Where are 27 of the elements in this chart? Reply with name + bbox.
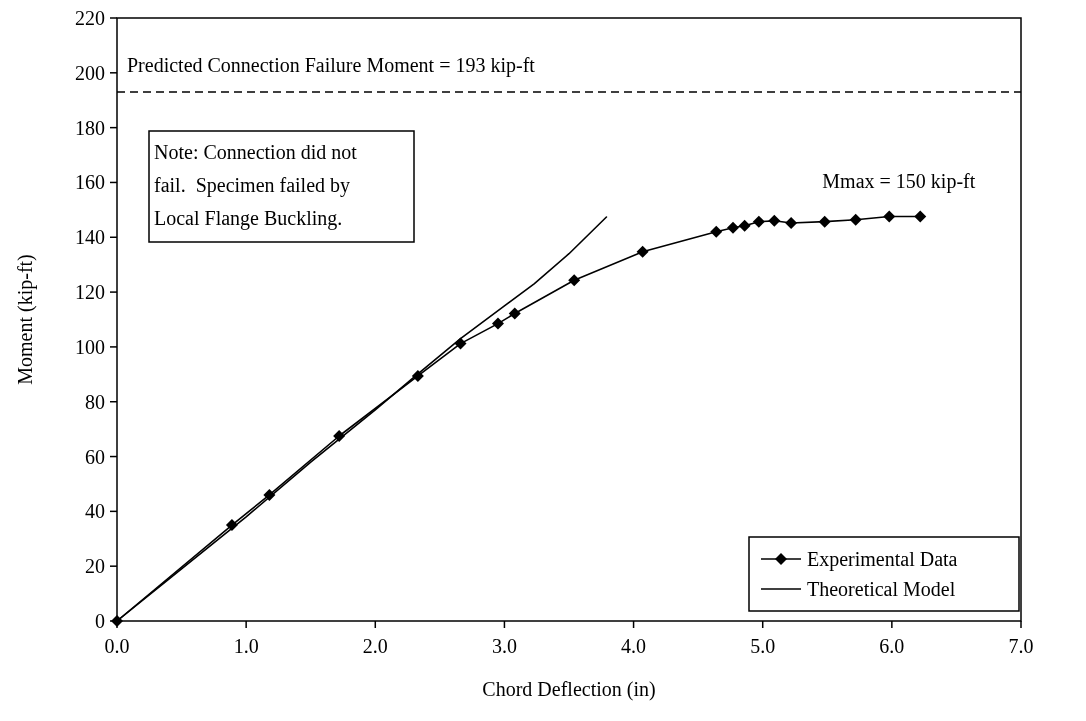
x-tick-label: 6.0: [879, 635, 905, 657]
y-tick-label: 180: [75, 116, 105, 139]
y-tick-label: 220: [75, 7, 105, 29]
annotation: Mmax = 150 kip-ft: [822, 170, 976, 194]
x-tick-label: 0.0: [104, 635, 130, 657]
y-axis-title: Moment (kip-ft): [14, 254, 37, 385]
x-tick-label: 4.0: [621, 635, 647, 657]
y-tick-label: 40: [85, 500, 105, 523]
x-tick-label: 2.0: [362, 635, 388, 657]
legend-label: Theoretical Model: [807, 578, 956, 600]
y-tick-label: 100: [75, 335, 105, 358]
x-axis-title: Chord Deflection (in): [482, 678, 656, 701]
x-tick-label: 3.0: [491, 635, 517, 657]
y-tick-label: 140: [75, 226, 105, 249]
y-tick-label: 0: [95, 610, 105, 632]
y-tick-label: 160: [75, 171, 105, 194]
x-tick-label: 1.0: [233, 635, 259, 657]
y-tick-label: 80: [85, 390, 105, 413]
annotation: Note: Connection did not fail. Specimen failed by Local Flange Buckling.: [154, 141, 358, 230]
y-tick-label: 120: [75, 281, 105, 304]
y-tick-label: 60: [85, 445, 105, 468]
x-tick-label: 5.0: [750, 635, 776, 657]
y-tick-label: 200: [75, 61, 105, 84]
y-tick-label: 20: [85, 555, 105, 578]
legend-label: Experimental Data: [807, 548, 958, 571]
x-tick-label: 7.0: [1008, 635, 1034, 657]
ref-line-label: Predicted Connection Failure Moment = 193 kip-ft: [127, 54, 536, 77]
